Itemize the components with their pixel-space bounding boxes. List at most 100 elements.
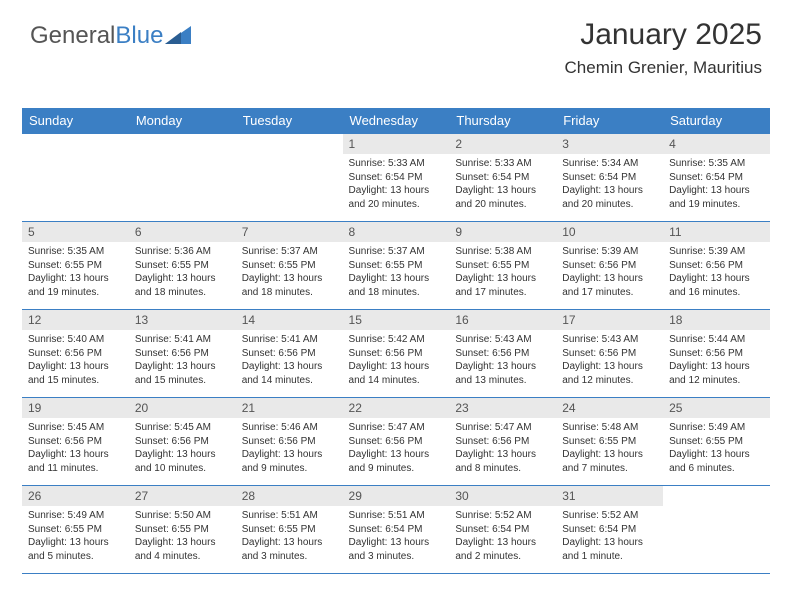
sunrise-text: Sunrise: 5:41 AM	[242, 333, 337, 347]
day-body	[22, 138, 129, 143]
sunrise-text: Sunrise: 5:50 AM	[135, 509, 230, 523]
col-sunday: Sunday	[22, 108, 129, 134]
col-friday: Friday	[556, 108, 663, 134]
sunrise-text: Sunrise: 5:48 AM	[562, 421, 657, 435]
daylight-text: Daylight: 13 hours and 12 minutes.	[669, 360, 764, 387]
daylight-text: Daylight: 13 hours and 16 minutes.	[669, 272, 764, 299]
day-number: 29	[343, 486, 450, 506]
col-wednesday: Wednesday	[343, 108, 450, 134]
daylight-text: Daylight: 13 hours and 7 minutes.	[562, 448, 657, 475]
sunset-text: Sunset: 6:56 PM	[562, 259, 657, 273]
day-body: Sunrise: 5:49 AMSunset: 6:55 PMDaylight:…	[663, 418, 770, 477]
calendar-day-cell: 19Sunrise: 5:45 AMSunset: 6:56 PMDayligh…	[22, 398, 129, 486]
sunrise-text: Sunrise: 5:38 AM	[455, 245, 550, 259]
sunset-text: Sunset: 6:56 PM	[242, 347, 337, 361]
daylight-text: Daylight: 13 hours and 13 minutes.	[455, 360, 550, 387]
sunrise-text: Sunrise: 5:49 AM	[669, 421, 764, 435]
day-body: Sunrise: 5:36 AMSunset: 6:55 PMDaylight:…	[129, 242, 236, 301]
daylight-text: Daylight: 13 hours and 20 minutes.	[455, 184, 550, 211]
daylight-text: Daylight: 13 hours and 17 minutes.	[455, 272, 550, 299]
day-body: Sunrise: 5:43 AMSunset: 6:56 PMDaylight:…	[556, 330, 663, 389]
day-body	[663, 490, 770, 495]
sunset-text: Sunset: 6:56 PM	[135, 347, 230, 361]
calendar-day-cell: 25Sunrise: 5:49 AMSunset: 6:55 PMDayligh…	[663, 398, 770, 486]
day-body: Sunrise: 5:49 AMSunset: 6:55 PMDaylight:…	[22, 506, 129, 565]
calendar-day-cell	[236, 134, 343, 222]
sunset-text: Sunset: 6:54 PM	[562, 523, 657, 537]
sunset-text: Sunset: 6:54 PM	[455, 523, 550, 537]
calendar-header-row: Sunday Monday Tuesday Wednesday Thursday…	[22, 108, 770, 134]
calendar-day-cell: 3Sunrise: 5:34 AMSunset: 6:54 PMDaylight…	[556, 134, 663, 222]
calendar-day-cell: 29Sunrise: 5:51 AMSunset: 6:54 PMDayligh…	[343, 486, 450, 574]
logo-text-blue: Blue	[115, 22, 163, 49]
day-number: 20	[129, 398, 236, 418]
sunrise-text: Sunrise: 5:41 AM	[135, 333, 230, 347]
daylight-text: Daylight: 13 hours and 9 minutes.	[349, 448, 444, 475]
day-body: Sunrise: 5:39 AMSunset: 6:56 PMDaylight:…	[556, 242, 663, 301]
sunrise-text: Sunrise: 5:39 AM	[562, 245, 657, 259]
day-number: 25	[663, 398, 770, 418]
calendar-day-cell: 6Sunrise: 5:36 AMSunset: 6:55 PMDaylight…	[129, 222, 236, 310]
calendar-day-cell: 15Sunrise: 5:42 AMSunset: 6:56 PMDayligh…	[343, 310, 450, 398]
sunset-text: Sunset: 6:54 PM	[349, 523, 444, 537]
calendar-day-cell: 20Sunrise: 5:45 AMSunset: 6:56 PMDayligh…	[129, 398, 236, 486]
day-number: 31	[556, 486, 663, 506]
day-number: 22	[343, 398, 450, 418]
sunset-text: Sunset: 6:56 PM	[669, 259, 764, 273]
sunrise-text: Sunrise: 5:36 AM	[135, 245, 230, 259]
sunrise-text: Sunrise: 5:35 AM	[669, 157, 764, 171]
sunset-text: Sunset: 6:55 PM	[562, 435, 657, 449]
sunrise-text: Sunrise: 5:52 AM	[562, 509, 657, 523]
sunset-text: Sunset: 6:56 PM	[28, 435, 123, 449]
day-body	[129, 138, 236, 143]
day-number: 4	[663, 134, 770, 154]
day-body: Sunrise: 5:39 AMSunset: 6:56 PMDaylight:…	[663, 242, 770, 301]
calendar-week-row: 12Sunrise: 5:40 AMSunset: 6:56 PMDayligh…	[22, 310, 770, 398]
day-body: Sunrise: 5:52 AMSunset: 6:54 PMDaylight:…	[449, 506, 556, 565]
calendar-day-cell: 10Sunrise: 5:39 AMSunset: 6:56 PMDayligh…	[556, 222, 663, 310]
day-body: Sunrise: 5:43 AMSunset: 6:56 PMDaylight:…	[449, 330, 556, 389]
location: Chemin Grenier, Mauritius	[565, 58, 762, 78]
day-number: 28	[236, 486, 343, 506]
sunset-text: Sunset: 6:55 PM	[135, 523, 230, 537]
sunset-text: Sunset: 6:55 PM	[28, 523, 123, 537]
sunset-text: Sunset: 6:55 PM	[669, 435, 764, 449]
day-number: 2	[449, 134, 556, 154]
daylight-text: Daylight: 13 hours and 5 minutes.	[28, 536, 123, 563]
calendar-day-cell: 24Sunrise: 5:48 AMSunset: 6:55 PMDayligh…	[556, 398, 663, 486]
daylight-text: Daylight: 13 hours and 3 minutes.	[349, 536, 444, 563]
month-title: January 2025	[565, 18, 762, 52]
calendar-table: Sunday Monday Tuesday Wednesday Thursday…	[22, 108, 770, 574]
logo-text: GeneralBlue	[30, 22, 163, 50]
daylight-text: Daylight: 13 hours and 8 minutes.	[455, 448, 550, 475]
calendar-day-cell	[129, 134, 236, 222]
day-body: Sunrise: 5:33 AMSunset: 6:54 PMDaylight:…	[343, 154, 450, 213]
day-number: 7	[236, 222, 343, 242]
day-body: Sunrise: 5:42 AMSunset: 6:56 PMDaylight:…	[343, 330, 450, 389]
sunrise-text: Sunrise: 5:42 AM	[349, 333, 444, 347]
daylight-text: Daylight: 13 hours and 19 minutes.	[669, 184, 764, 211]
day-body: Sunrise: 5:45 AMSunset: 6:56 PMDaylight:…	[129, 418, 236, 477]
calendar-day-cell: 5Sunrise: 5:35 AMSunset: 6:55 PMDaylight…	[22, 222, 129, 310]
col-monday: Monday	[129, 108, 236, 134]
daylight-text: Daylight: 13 hours and 4 minutes.	[135, 536, 230, 563]
sunrise-text: Sunrise: 5:45 AM	[28, 421, 123, 435]
day-body: Sunrise: 5:37 AMSunset: 6:55 PMDaylight:…	[343, 242, 450, 301]
sunset-text: Sunset: 6:56 PM	[349, 435, 444, 449]
col-thursday: Thursday	[449, 108, 556, 134]
calendar-day-cell: 31Sunrise: 5:52 AMSunset: 6:54 PMDayligh…	[556, 486, 663, 574]
day-number: 21	[236, 398, 343, 418]
calendar-week-row: 5Sunrise: 5:35 AMSunset: 6:55 PMDaylight…	[22, 222, 770, 310]
day-body: Sunrise: 5:52 AMSunset: 6:54 PMDaylight:…	[556, 506, 663, 565]
logo: GeneralBlue	[30, 22, 191, 50]
sunset-text: Sunset: 6:54 PM	[349, 171, 444, 185]
day-body: Sunrise: 5:46 AMSunset: 6:56 PMDaylight:…	[236, 418, 343, 477]
calendar-day-cell: 22Sunrise: 5:47 AMSunset: 6:56 PMDayligh…	[343, 398, 450, 486]
calendar-day-cell: 21Sunrise: 5:46 AMSunset: 6:56 PMDayligh…	[236, 398, 343, 486]
day-body: Sunrise: 5:47 AMSunset: 6:56 PMDaylight:…	[449, 418, 556, 477]
day-number: 9	[449, 222, 556, 242]
logo-text-general: General	[30, 22, 115, 49]
calendar-day-cell: 9Sunrise: 5:38 AMSunset: 6:55 PMDaylight…	[449, 222, 556, 310]
calendar-day-cell: 14Sunrise: 5:41 AMSunset: 6:56 PMDayligh…	[236, 310, 343, 398]
calendar-day-cell: 4Sunrise: 5:35 AMSunset: 6:54 PMDaylight…	[663, 134, 770, 222]
